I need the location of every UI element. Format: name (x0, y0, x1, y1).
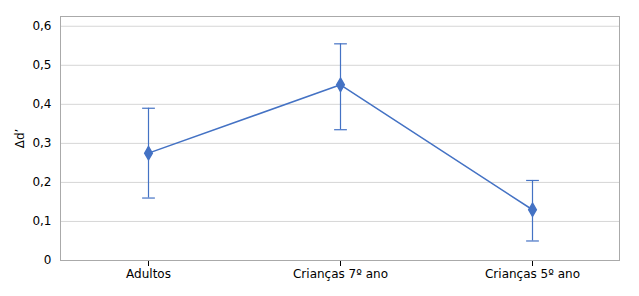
svg-text:0,2: 0,2 (32, 175, 51, 189)
svg-text:0,5: 0,5 (32, 58, 51, 72)
svg-text:0,1: 0,1 (32, 214, 51, 228)
svg-text:Adultos: Adultos (126, 267, 171, 281)
svg-text:Crianças 7º ano: Crianças 7º ano (293, 267, 388, 281)
svg-text:Δd’: Δd’ (13, 129, 27, 149)
svg-text:0,4: 0,4 (32, 97, 51, 111)
svg-text:0,6: 0,6 (32, 19, 51, 33)
svg-text:Crianças 5º ano: Crianças 5º ano (485, 267, 580, 281)
svg-text:0,3: 0,3 (32, 136, 51, 150)
svg-text:0: 0 (44, 253, 52, 267)
